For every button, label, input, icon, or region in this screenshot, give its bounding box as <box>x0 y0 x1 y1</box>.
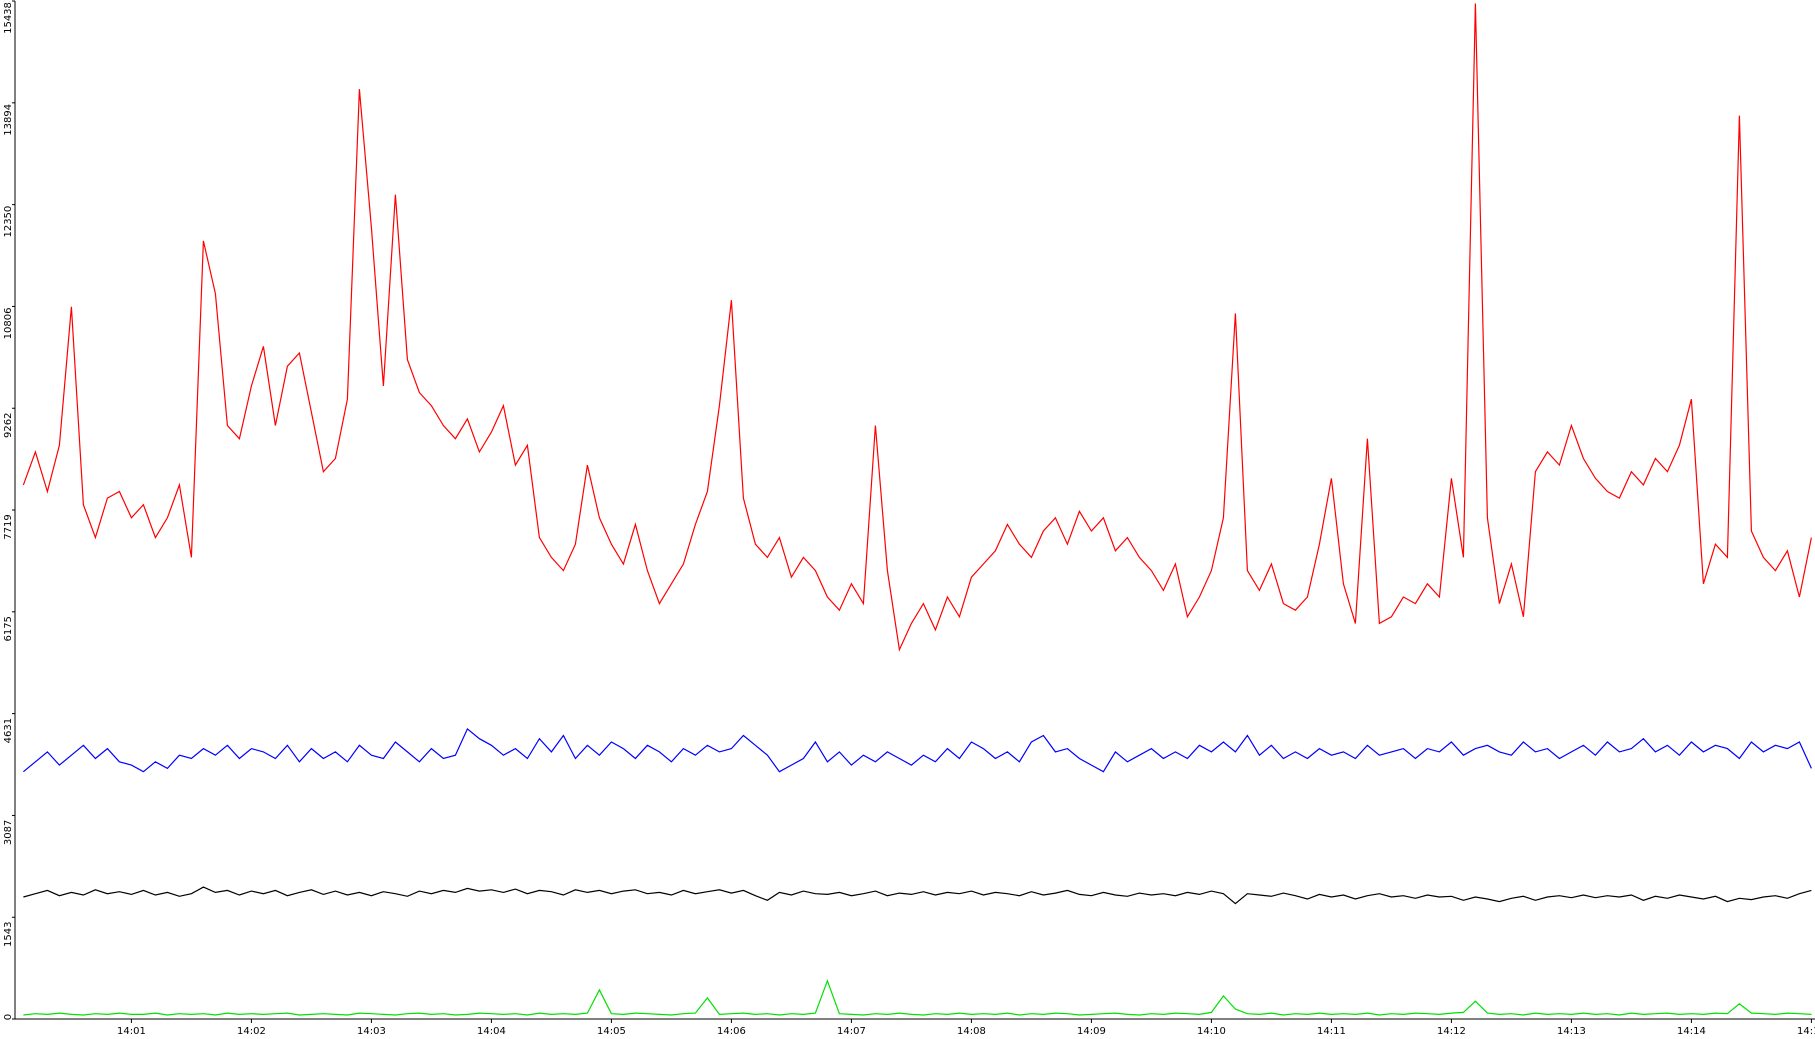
x-tick-label: 14:03 <box>357 1026 386 1037</box>
y-tick-label: 0 <box>3 1014 14 1020</box>
y-tick-label: 13894 <box>3 104 14 136</box>
x-tick-label: 14:12 <box>1437 1026 1466 1037</box>
y-tick-label: 3087 <box>3 820 14 845</box>
series-line <box>22 3 1812 652</box>
series-line <box>23 979 1812 1016</box>
x-tick-label: 14:10 <box>1197 1026 1226 1037</box>
x-tick-label: 14:13 <box>1557 1026 1586 1037</box>
y-tick-label: 7719 <box>3 514 14 539</box>
y-tick-label: 9262 <box>3 413 14 438</box>
x-tick-label: 14:07 <box>837 1026 866 1037</box>
y-tick-label: 1543 <box>3 922 14 947</box>
y-tick-label: 12350 <box>3 206 14 238</box>
x-tick-label: 14:05 <box>597 1026 626 1037</box>
y-tick-label: 15438 <box>3 2 14 34</box>
x-tick-label: 14:02 <box>237 1026 266 1037</box>
y-tick-label: 4631 <box>3 718 14 743</box>
x-tick-label: 14:15 <box>1797 1026 1815 1037</box>
series-line <box>23 886 1812 905</box>
x-tick-label: 14:11 <box>1317 1026 1346 1037</box>
y-tick-label: 10806 <box>3 308 14 340</box>
y-tick-label: 6175 <box>3 616 14 641</box>
x-tick-label: 14:08 <box>957 1026 986 1037</box>
x-tick-label: 14:14 <box>1677 1026 1706 1037</box>
x-tick-label: 14:06 <box>717 1026 746 1037</box>
x-tick-label: 14:04 <box>477 1026 506 1037</box>
series-line <box>23 727 1812 773</box>
x-tick-label: 14:01 <box>117 1026 146 1037</box>
x-tick-label: 14:09 <box>1077 1026 1106 1037</box>
